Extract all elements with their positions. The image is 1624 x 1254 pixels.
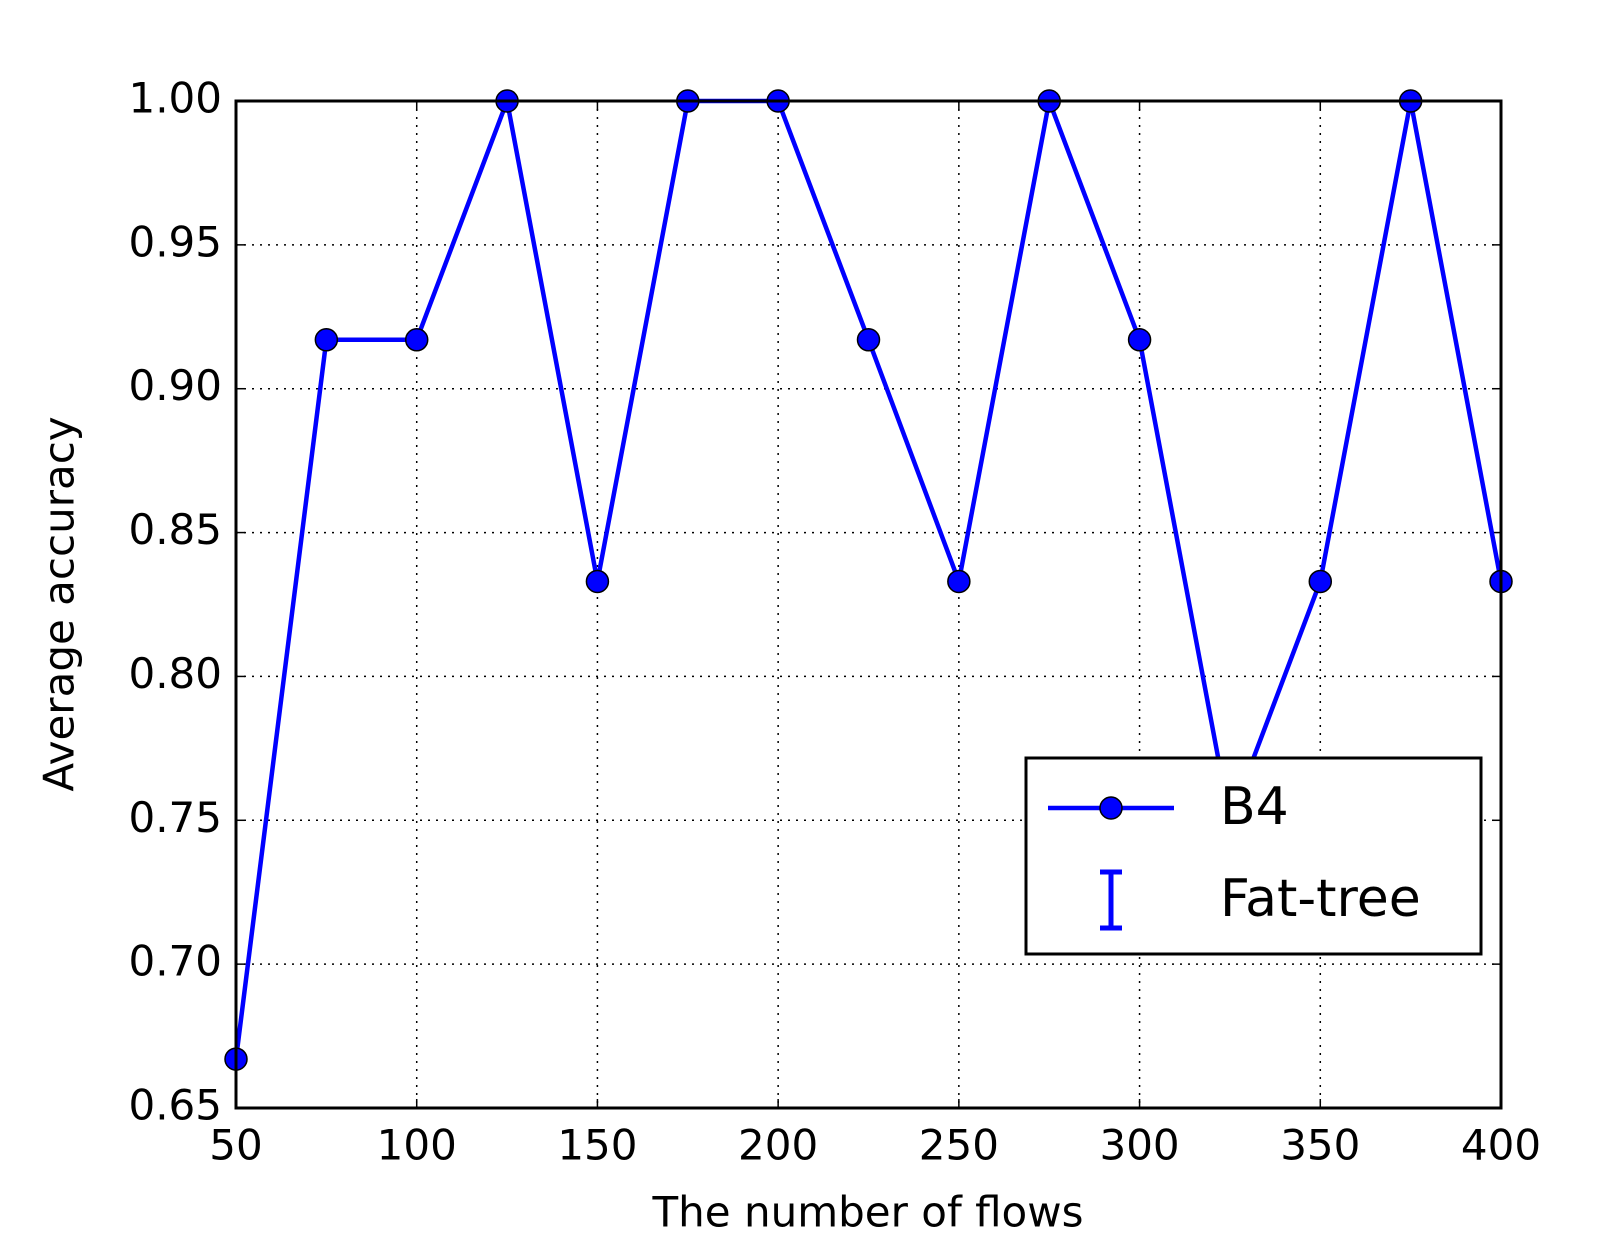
- y-tick-label: 1.00: [128, 74, 222, 123]
- y-tick-label: 0.95: [128, 217, 222, 266]
- y-tick-label: 0.80: [128, 649, 222, 698]
- x-tick-label: 300: [1099, 1121, 1179, 1170]
- x-axis-label: The number of flows: [652, 1188, 1084, 1237]
- legend-marker: [1099, 796, 1123, 820]
- x-tick-label: 150: [557, 1121, 637, 1170]
- legend-label: Fat-tree: [1220, 869, 1421, 929]
- x-tick-label: 250: [919, 1121, 999, 1170]
- y-tick-label: 0.65: [128, 1081, 222, 1130]
- y-tick-label: 0.85: [128, 505, 222, 554]
- legend-box: [1024, 756, 1483, 956]
- x-tick-label: 400: [1461, 1121, 1541, 1170]
- y-tick-label: 0.75: [128, 793, 222, 842]
- data-point: [585, 569, 610, 594]
- x-tick-label: 100: [377, 1121, 457, 1170]
- plot-frame: [234, 99, 1503, 1110]
- x-tick-label: 50: [209, 1121, 262, 1170]
- data-point: [856, 328, 881, 352]
- legend-label: B4: [1220, 777, 1289, 837]
- x-tick-label: 200: [738, 1121, 818, 1170]
- data-point: [1127, 328, 1152, 352]
- x-tick-label: 350: [1280, 1121, 1360, 1170]
- y-tick-label: 0.70: [128, 937, 222, 986]
- y-tick-label: 0.90: [128, 361, 222, 410]
- data-point: [404, 328, 429, 352]
- data-point: [1308, 569, 1333, 594]
- y-axis-label: Average accuracy: [35, 416, 84, 791]
- data-point: [314, 328, 339, 352]
- data-point: [947, 569, 971, 594]
